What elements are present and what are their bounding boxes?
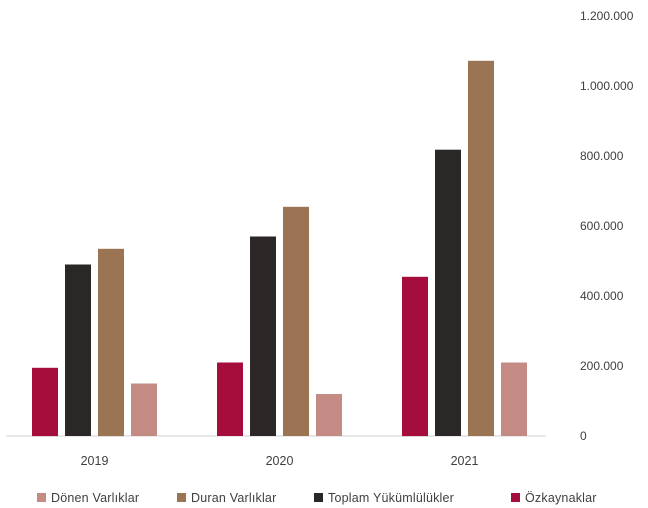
- x-tick-label: 2021: [451, 454, 479, 468]
- y-tick-label: 1.000.000: [580, 79, 634, 93]
- legend-label: Özkaynaklar: [525, 491, 597, 505]
- legend-swatch: [511, 493, 520, 502]
- legend: Dönen Varlıklar Duran Varlıklar Toplam Yük…: [37, 491, 597, 505]
- bar-toplam-yukumlulukler-2021: [435, 149, 461, 436]
- y-tick-label: 200.000: [580, 359, 624, 373]
- legend-item-ozkaynaklar: Özkaynaklar: [511, 491, 597, 505]
- y-tick-label: 0: [580, 429, 587, 443]
- y-axis-ticks: 0 200.000 400.000 600.000 800.000 1.000.000 1.…: [580, 9, 634, 443]
- bar-toplam-yukumlulukler-2020: [250, 236, 276, 436]
- bar-donen-varliklar-2021: [501, 362, 527, 436]
- bar-duran-varliklar-2021: [468, 60, 494, 437]
- legend-label: Duran Varlıklar: [191, 491, 276, 505]
- bar-ozkaynaklar-2020: [217, 362, 243, 436]
- legend-label: Toplam Yükümlülükler: [328, 491, 454, 505]
- legend-swatch: [37, 493, 46, 502]
- legend-item-toplam-yukumlulukler: Toplam Yükümlülükler: [314, 491, 454, 505]
- y-tick-label: 400.000: [580, 289, 624, 303]
- x-axis-ticks: 2019 2020 2021: [81, 454, 479, 468]
- legend-label: Dönen Varlıklar: [51, 491, 139, 505]
- bar-donen-varliklar-2020: [316, 394, 342, 436]
- legend-item-duran-varliklar: Duran Varlıklar: [177, 491, 276, 505]
- bars-group: [32, 60, 527, 437]
- legend-swatch: [177, 493, 186, 502]
- legend-swatch: [314, 493, 323, 502]
- y-tick-label: 800.000: [580, 149, 624, 163]
- bar-duran-varliklar-2019: [98, 248, 124, 437]
- bar-ozkaynaklar-2019: [32, 367, 58, 437]
- y-tick-label: 600.000: [580, 219, 624, 233]
- bar-toplam-yukumlulukler-2019: [65, 264, 91, 436]
- legend-item-donen-varliklar: Dönen Varlıklar: [37, 491, 139, 505]
- bar-ozkaynaklar-2021: [402, 276, 428, 437]
- bar-duran-varliklar-2020: [283, 206, 309, 436]
- x-tick-label: 2019: [81, 454, 109, 468]
- bar-donen-varliklar-2019: [131, 383, 157, 436]
- x-tick-label: 2020: [266, 454, 294, 468]
- y-tick-label: 1.200.000: [580, 9, 634, 23]
